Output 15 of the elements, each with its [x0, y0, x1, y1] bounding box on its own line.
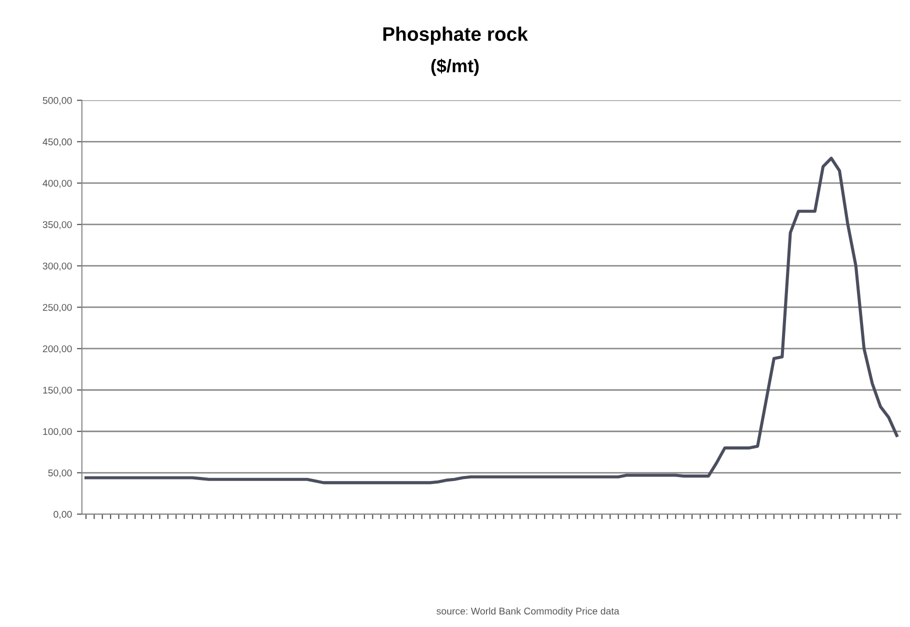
y-tick-label: 500,00: [42, 97, 72, 106]
y-tick-label: 450,00: [42, 138, 72, 146]
y-tick-label: 350,00: [42, 221, 72, 230]
line-series: [84, 156, 898, 484]
y-tick-label: 50,00: [48, 469, 72, 478]
chart-title: Phosphate rock: [383, 26, 528, 45]
y-tick-label: 0,00: [54, 510, 72, 519]
y-tick-label: 300,00: [42, 262, 72, 271]
y-tick-label: 100,00: [43, 428, 72, 436]
y-tick-label: 200,00: [42, 345, 72, 354]
y-tick-label: 250,00: [42, 304, 72, 312]
y-tick-label: 150,00: [43, 386, 72, 395]
chart-subtitle: ($/mt): [431, 58, 479, 76]
source-note: source: World Bank Commodity Price data: [436, 607, 620, 616]
y-tick-label: 400,00: [42, 180, 72, 188]
